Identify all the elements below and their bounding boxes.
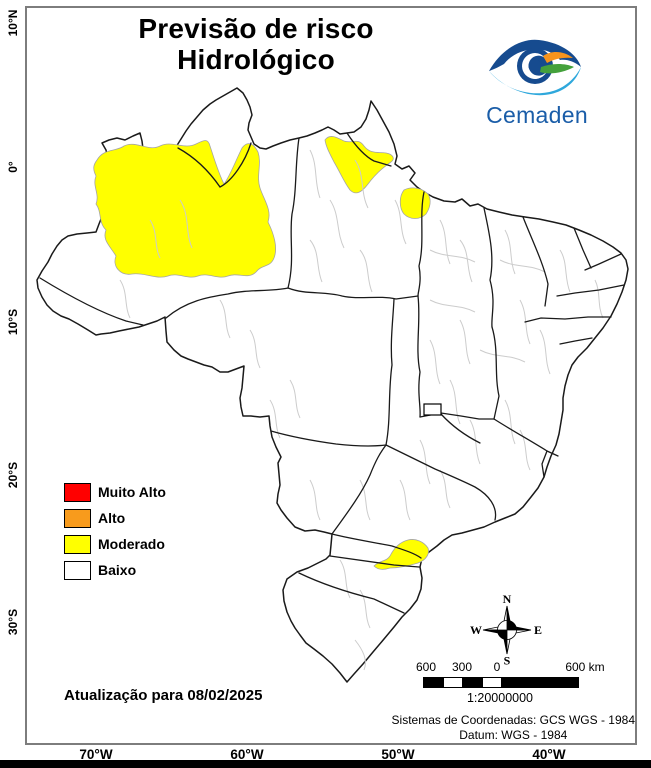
risk-legend: Muito Alto Alto Moderado Baixo — [64, 482, 166, 580]
cemaden-wordmark: Cemaden — [486, 102, 588, 128]
coordinate-system-note: Sistemas de Coordenadas: GCS WGS - 1984 … — [392, 713, 635, 742]
legend-item-baixo: Baixo — [64, 560, 166, 580]
title-line-1: Previsão de risco — [138, 13, 374, 44]
scale-tick-600-km: 600 km — [565, 660, 605, 674]
compass-s-label: S — [504, 654, 511, 668]
legend-item-moderado: Moderado — [64, 534, 166, 554]
lon-label-40w: 40°W — [532, 747, 566, 762]
title-line-2: Hidrológico — [177, 44, 335, 76]
cemaden-eye-icon — [489, 39, 581, 96]
lon-label-70w: 70°W — [79, 747, 113, 762]
legend-label: Baixo — [98, 562, 137, 578]
bottom-bar — [0, 760, 651, 768]
legend-swatch-muito-alto — [64, 482, 91, 502]
compass-rose: N S W E — [469, 592, 545, 673]
compass-n-label: N — [503, 592, 512, 606]
compass-w-label: W — [470, 623, 482, 637]
scale-bar: 600 300 0 600 km 1:20000000 — [413, 660, 623, 708]
cemaden-logo: Cemaden — [474, 34, 600, 129]
legend-label: Muito Alto — [98, 484, 166, 500]
update-date-text: Atualização para 08/02/2025 — [64, 687, 263, 704]
datum-line: Datum: WGS - 1984 — [459, 727, 568, 742]
lat-label-30s: 30°S — [6, 608, 20, 636]
legend-item-muito-alto: Muito Alto — [64, 482, 166, 502]
compass-e-label: E — [534, 623, 542, 637]
compass-rose-icon: N S W E — [470, 592, 542, 668]
scale-tick-0: 0 — [493, 660, 501, 674]
scale-ratio: 1:20000000 — [466, 691, 534, 705]
legend-swatch-alto — [64, 508, 91, 528]
scale-strip — [423, 677, 579, 688]
legend-label: Moderado — [98, 536, 165, 552]
scale-tick-600-left: 600 — [415, 660, 437, 674]
legend-item-alto: Alto — [64, 508, 166, 528]
lat-label-10n: 10°N — [6, 9, 20, 37]
legend-label: Alto — [98, 510, 126, 526]
legend-swatch-moderado — [64, 534, 91, 554]
page-title: Previsão de risco Hidrológico — [27, 13, 485, 76]
lat-label-10s: 10°S — [6, 308, 20, 336]
lat-label-20s: 20°S — [6, 461, 20, 489]
lon-label-60w: 60°W — [230, 747, 264, 762]
lat-label-0: 0° — [6, 161, 20, 173]
coordinate-system-line: Sistemas de Coordenadas: GCS WGS - 1984 — [391, 713, 635, 727]
legend-swatch-baixo — [64, 560, 91, 580]
scale-tick-300: 300 — [451, 660, 473, 674]
lon-label-50w: 50°W — [381, 747, 415, 762]
